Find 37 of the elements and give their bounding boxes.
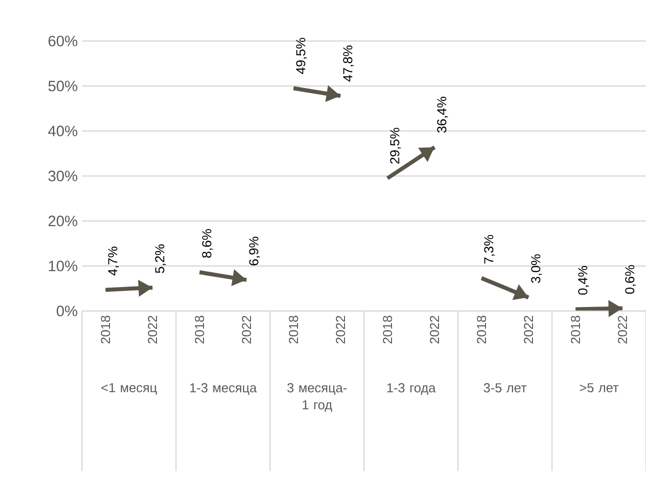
- data-label: 29,5%: [390, 128, 401, 164]
- data-label: 47,8%: [343, 46, 354, 82]
- text: 3-5 лет: [484, 383, 527, 392]
- x-tick-label: 2022: [336, 316, 346, 344]
- data-label: 36,4%: [437, 96, 448, 133]
- y-tick-label: 50%: [48, 80, 78, 92]
- x-tick-label: 2022: [430, 316, 440, 344]
- x-tick-label: 2018: [288, 316, 298, 344]
- data-label: 49,5%: [296, 38, 307, 74]
- y-tick-label: 20%: [48, 216, 78, 226]
- x-tick-label: 2018: [476, 316, 486, 344]
- text: 1-3 года: [387, 383, 436, 395]
- x-tick-label: 2018: [100, 316, 110, 344]
- data-label: 5,2%: [155, 244, 166, 274]
- text: <1 месяц: [101, 383, 157, 395]
- x-tick-label: 2022: [618, 316, 628, 344]
- x-tick-label: 2022: [242, 316, 252, 344]
- y-tick-label: 10%: [48, 260, 78, 272]
- y-tick-label: 60%: [48, 36, 78, 46]
- text: >5 лет: [580, 383, 619, 392]
- data-label: 4,7%: [108, 246, 119, 276]
- y-tick-label: 0%: [56, 306, 78, 316]
- text: 1-3 месяца: [190, 383, 257, 395]
- data-label: 3,0%: [531, 254, 542, 283]
- text: 3 месяца-1 год: [287, 383, 347, 412]
- x-tick-label: 2022: [148, 316, 158, 344]
- y-tick-label: 40%: [48, 126, 78, 136]
- data-label: 0,6%: [625, 265, 636, 294]
- data-label: 0,4%: [578, 266, 589, 295]
- x-tick-label: 2018: [194, 316, 204, 344]
- y-tick-label: 30%: [48, 170, 78, 182]
- x-tick-label: 2018: [382, 316, 392, 344]
- data-label: 7,3%: [484, 234, 495, 264]
- x-tick-label: 2018: [570, 316, 580, 344]
- data-label: 6,9%: [249, 236, 260, 266]
- data-label: 8,6%: [202, 229, 213, 258]
- x-tick-label: 2022: [524, 316, 534, 344]
